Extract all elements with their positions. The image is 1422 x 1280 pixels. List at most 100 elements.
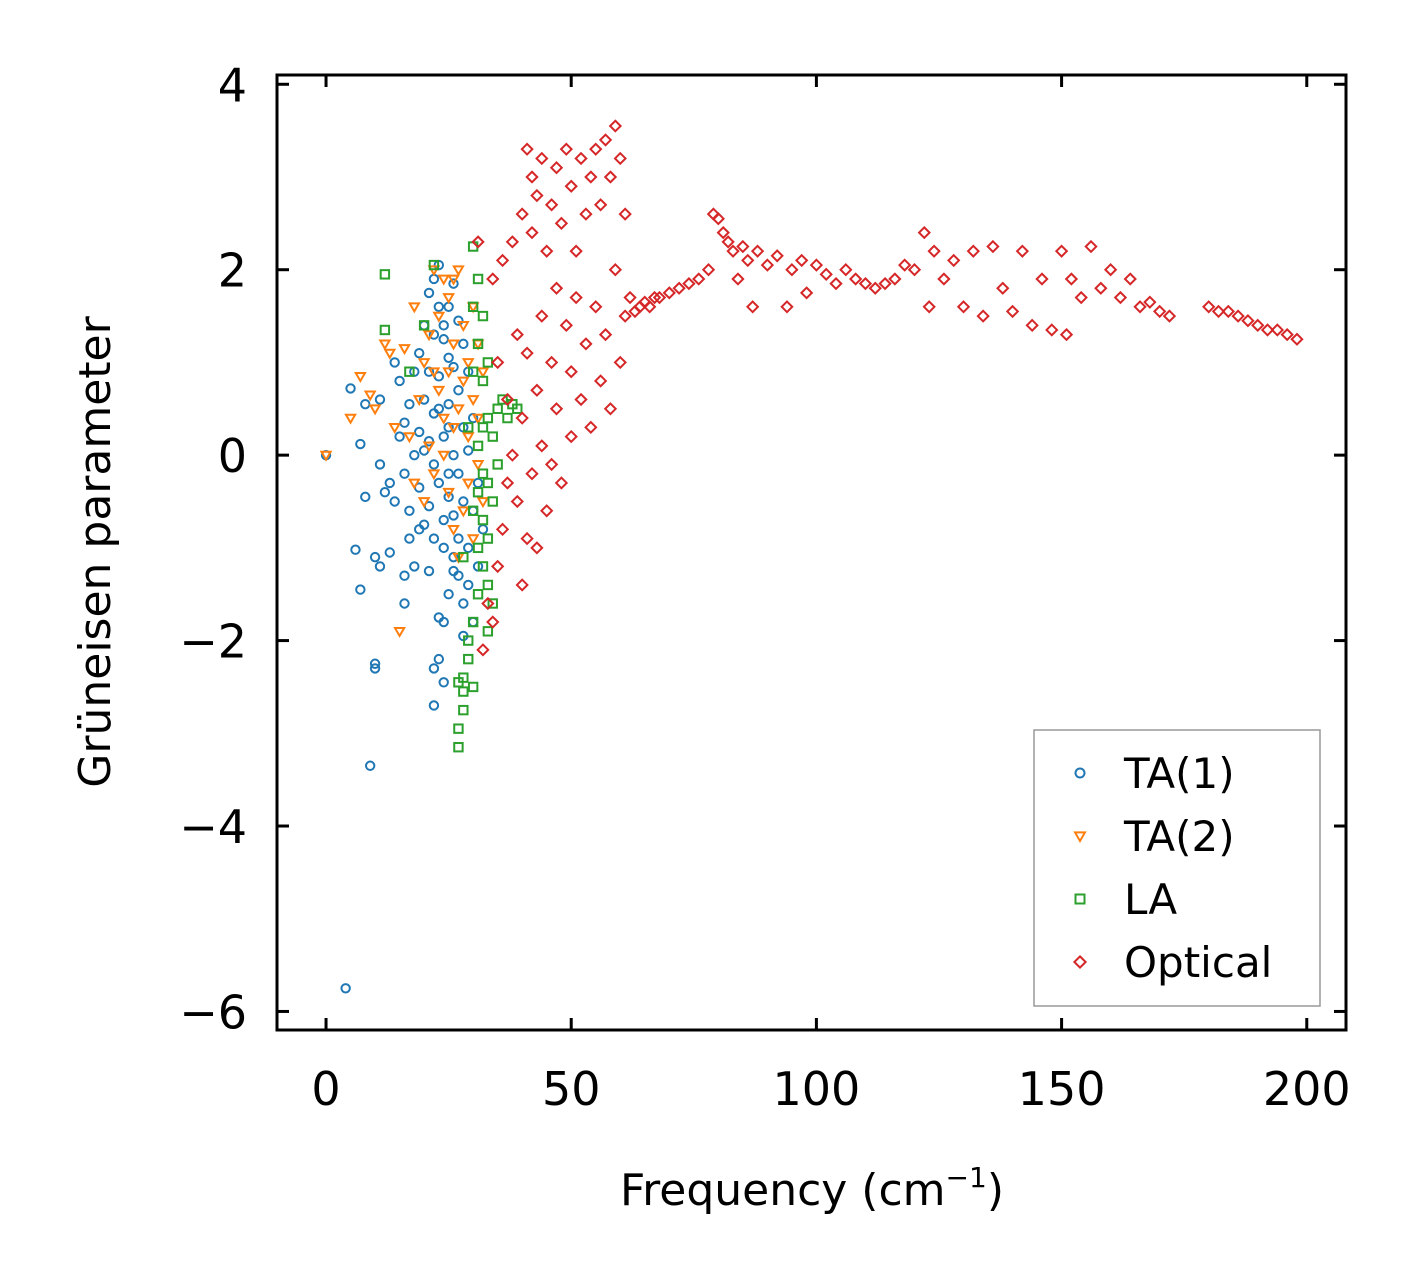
data-point <box>495 522 510 536</box>
data-point <box>525 467 539 481</box>
data-point <box>453 723 464 734</box>
data-point <box>398 344 411 356</box>
data-point <box>1084 239 1098 254</box>
data-point <box>476 367 490 379</box>
data-point <box>443 398 454 410</box>
data-point <box>414 426 425 438</box>
data-point <box>544 198 559 212</box>
plot-frame <box>275 73 1348 1032</box>
data-point <box>1202 300 1216 314</box>
data-point <box>428 700 440 711</box>
data-point <box>452 265 465 277</box>
data-point <box>795 253 809 268</box>
data-point <box>374 561 386 572</box>
data-point <box>379 324 391 336</box>
data-point <box>407 302 421 314</box>
data-point <box>487 598 498 609</box>
data-point <box>593 374 608 388</box>
data-point <box>471 413 485 425</box>
data-point <box>515 578 529 592</box>
data-point <box>535 309 549 323</box>
data-point <box>500 392 515 407</box>
data-point <box>937 272 951 286</box>
data-point <box>399 417 410 428</box>
data-point <box>1045 323 1059 337</box>
data-point <box>438 514 449 526</box>
data-point <box>1152 304 1167 319</box>
data-point <box>966 244 980 258</box>
data-point <box>505 448 520 462</box>
data-point <box>1231 309 1245 323</box>
data-point <box>898 258 912 272</box>
data-point <box>515 207 529 221</box>
data-point <box>477 514 489 526</box>
data-point <box>422 330 436 342</box>
x-tick-label: 200 <box>1263 1062 1351 1116</box>
data-point <box>809 258 824 272</box>
data-point <box>427 265 441 277</box>
data-point <box>486 272 500 286</box>
data-point <box>447 524 460 536</box>
data-point <box>471 235 485 249</box>
data-point <box>544 457 559 472</box>
data-point <box>520 142 534 156</box>
data-point <box>868 281 882 295</box>
legend: TA(1) TA(2) LA Optical <box>1033 729 1321 1007</box>
data-point <box>535 439 549 453</box>
data-point <box>497 394 508 405</box>
data-point <box>404 366 415 377</box>
data-point <box>487 496 498 507</box>
data-point <box>363 390 377 402</box>
data-point <box>369 658 381 669</box>
data-point <box>540 244 554 258</box>
data-point <box>1280 327 1294 342</box>
data-point <box>383 348 397 360</box>
data-point <box>535 151 549 166</box>
data-point <box>682 276 696 291</box>
data-point <box>438 677 449 688</box>
data-point <box>458 551 469 563</box>
data-point <box>770 249 784 263</box>
data-point <box>437 274 451 286</box>
data-point <box>453 742 464 753</box>
data-point <box>839 263 853 277</box>
data-point <box>461 432 475 444</box>
data-point <box>467 301 479 312</box>
legend-marker <box>1074 893 1086 905</box>
data-point <box>510 494 524 509</box>
data-point <box>438 616 449 628</box>
data-point <box>374 459 386 470</box>
data-point <box>389 496 400 507</box>
data-point <box>491 559 505 574</box>
data-point <box>549 281 564 295</box>
data-point <box>482 579 494 591</box>
legend-item: TA(2) <box>1073 812 1235 861</box>
data-point <box>491 355 505 370</box>
data-point <box>505 235 520 249</box>
x-tick-label: 150 <box>1018 1062 1106 1116</box>
data-point <box>618 309 632 323</box>
data-point <box>364 760 376 771</box>
data-point <box>745 300 760 314</box>
data-point <box>456 376 470 388</box>
data-point <box>1005 304 1020 319</box>
data-point <box>345 383 356 394</box>
data-point <box>502 412 513 424</box>
data-point <box>608 263 623 277</box>
data-point <box>467 505 479 516</box>
data-point <box>477 375 489 387</box>
data-point <box>472 542 484 554</box>
data-point <box>598 327 613 342</box>
y-tick-label: −6 <box>179 985 247 1039</box>
data-point <box>907 263 922 277</box>
data-point <box>922 300 936 314</box>
data-point <box>472 273 484 285</box>
data-point <box>443 589 454 600</box>
legend-item: LA <box>1074 875 1177 924</box>
data-point <box>829 276 843 291</box>
data-point <box>584 420 598 434</box>
series-ta-2- <box>319 265 490 638</box>
data-point <box>477 561 489 572</box>
data-point <box>579 207 593 221</box>
data-point <box>947 253 961 268</box>
